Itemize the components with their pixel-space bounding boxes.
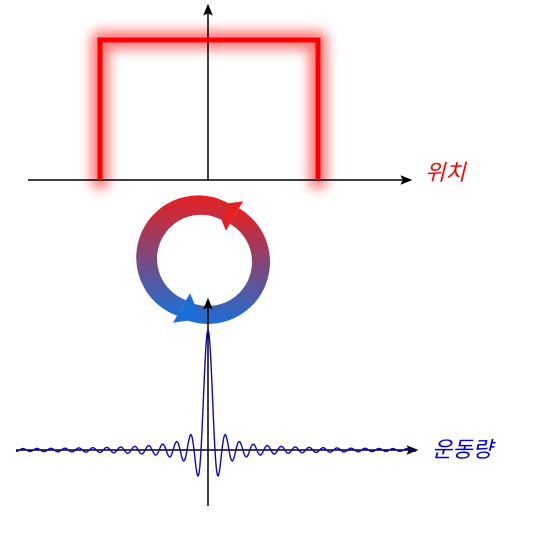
sinc-curve — [16, 330, 416, 475]
rect-pulse-line — [100, 40, 318, 180]
bottom-axis-label: 운동량 — [432, 432, 493, 464]
cycle-arrow-left — [136, 195, 229, 315]
rect-pulse-glow — [100, 40, 318, 180]
top-axis-label: 위치 — [425, 155, 465, 187]
